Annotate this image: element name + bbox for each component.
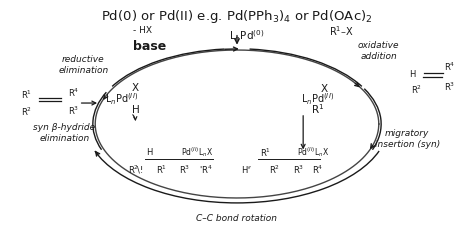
Text: R$^1$: R$^1$ <box>310 102 324 116</box>
Text: R$^1$–X: R$^1$–X <box>328 25 353 38</box>
Text: Pd$^{(II)}$L$_n$X: Pd$^{(II)}$L$_n$X <box>181 145 213 159</box>
Text: H: H <box>131 105 139 115</box>
Text: R$^3$: R$^3$ <box>444 81 456 93</box>
Text: H: H <box>409 70 415 79</box>
Text: R$^1$: R$^1$ <box>156 163 167 176</box>
Text: R$^2$: R$^2$ <box>21 105 32 118</box>
Text: syn β-hydride
elimination: syn β-hydride elimination <box>34 123 96 143</box>
Text: H$''$: H$''$ <box>241 164 252 175</box>
Text: migratory
insertion (syn): migratory insertion (syn) <box>374 129 440 149</box>
Text: L$_n$Pd$^{(0)}$: L$_n$Pd$^{(0)}$ <box>229 28 264 44</box>
Text: X: X <box>321 85 328 94</box>
Text: X: X <box>132 83 139 93</box>
Text: R$^4$: R$^4$ <box>68 87 80 99</box>
Text: reductive
elimination: reductive elimination <box>58 55 109 75</box>
Text: L$_n$Pd$^{(II)}$: L$_n$Pd$^{(II)}$ <box>105 92 138 107</box>
Text: R$^2$: R$^2$ <box>269 163 280 176</box>
Text: R$^4$: R$^4$ <box>312 163 323 176</box>
Text: Pd(0) or Pd(II) e.g. Pd(PPh$_3$)$_4$ or Pd(OAc)$_2$: Pd(0) or Pd(II) e.g. Pd(PPh$_3$)$_4$ or … <box>101 8 373 25</box>
Text: L$_n$Pd$^{(II)}$: L$_n$Pd$^{(II)}$ <box>301 92 334 107</box>
Text: R$^1$: R$^1$ <box>260 146 271 158</box>
Text: C–C bond rotation: C–C bond rotation <box>197 215 277 223</box>
Text: R$^2\!$\!: R$^2\!$\! <box>128 163 143 176</box>
Text: R$^3$: R$^3$ <box>179 163 191 176</box>
Text: base: base <box>133 40 166 53</box>
Text: oxidative
addition: oxidative addition <box>358 41 400 61</box>
Text: R$^3$: R$^3$ <box>293 163 304 176</box>
Text: 'R$^4$: 'R$^4$ <box>200 163 213 176</box>
Text: - HX: - HX <box>133 26 152 35</box>
Text: H: H <box>146 148 153 157</box>
Text: R$^2$: R$^2$ <box>411 83 422 96</box>
Text: Pd$^{(II)}$L$_n$X: Pd$^{(II)}$L$_n$X <box>297 145 328 159</box>
Text: R$^1$: R$^1$ <box>21 88 32 101</box>
Text: R$^4$: R$^4$ <box>444 61 456 73</box>
Text: R$^3$: R$^3$ <box>68 104 80 117</box>
